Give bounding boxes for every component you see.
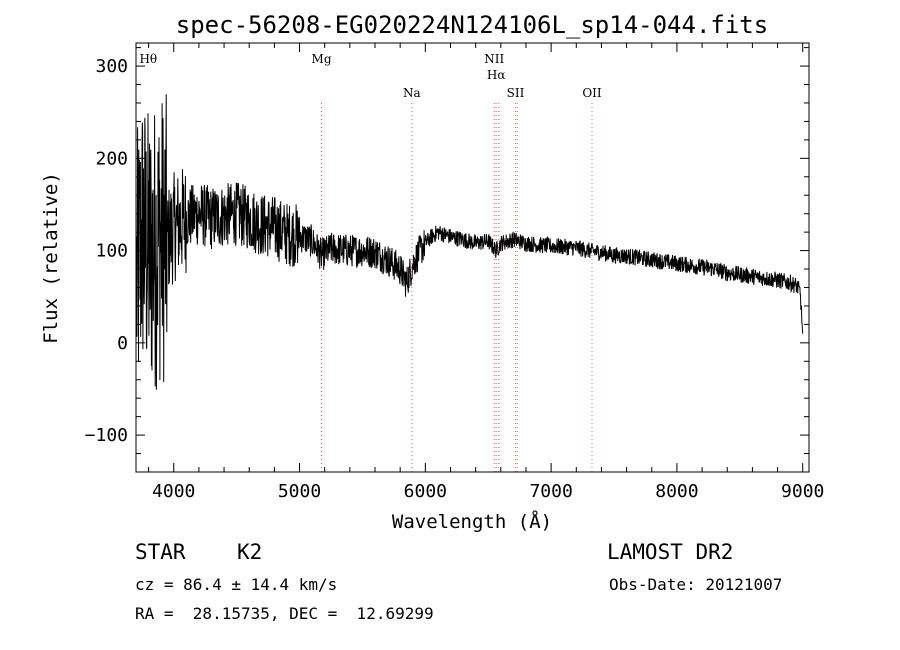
spectral-line-label: SII [507,86,525,100]
spectral-line-label: NII [484,52,504,66]
x-axis: 4000 5000 6000 7000 8000 9000 [148,43,824,502]
spectral-line-label: Hθ [139,52,157,66]
y-tick-label: 100 [95,241,128,262]
spectral-line-label: Mg [312,52,332,66]
x-tick-label: 9000 [781,481,824,502]
observation-date: Obs-Date: 20121007 [609,575,783,594]
chart-title: spec-56208-EG020224N124106L_sp14-044.fit… [176,11,768,39]
spectral-line-label: OII [582,86,602,100]
y-tick-label: −100 [85,425,128,446]
spectral-line-label: Na [403,86,421,100]
x-tick-label: 4000 [152,481,195,502]
coordinates: RA = 28.15735, DEC = 12.69299 [135,604,434,623]
y-tick-label: 0 [117,333,128,354]
x-tick-label: 6000 [404,481,447,502]
x-tick-label: 7000 [529,481,572,502]
y-tick-label: 200 [95,148,128,169]
x-tick-label: 8000 [655,481,698,502]
object-class: STAR [135,540,186,564]
spectral-line-label: Hα [487,68,506,82]
y-tick-label: 300 [95,56,128,77]
x-tick-label: 5000 [278,481,321,502]
object-subclass: K2 [237,540,263,564]
x-axis-label: Wavelength (Å) [392,510,552,533]
survey-name: LAMOST DR2 [607,540,734,564]
redshift-cz: cz = 86.4 ± 14.4 km/s [135,575,338,594]
y-axis-label: Flux (relative) [40,172,62,344]
spectrum-line [136,94,804,390]
plot-frame [135,42,810,473]
y-axis: −100 0 100 200 300 [85,47,809,473]
